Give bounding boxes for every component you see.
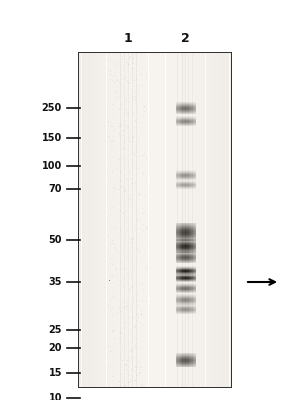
Text: 2: 2 (181, 32, 189, 44)
Text: 35: 35 (48, 277, 62, 287)
Text: 50: 50 (48, 235, 62, 245)
Text: 1: 1 (123, 32, 132, 44)
Text: 25: 25 (48, 325, 62, 335)
Text: 20: 20 (48, 343, 62, 353)
Text: 10: 10 (48, 393, 62, 400)
Text: 70: 70 (48, 184, 62, 194)
Text: 250: 250 (42, 103, 62, 113)
Text: 15: 15 (48, 368, 62, 378)
Text: 100: 100 (42, 161, 62, 171)
Text: 150: 150 (42, 133, 62, 143)
